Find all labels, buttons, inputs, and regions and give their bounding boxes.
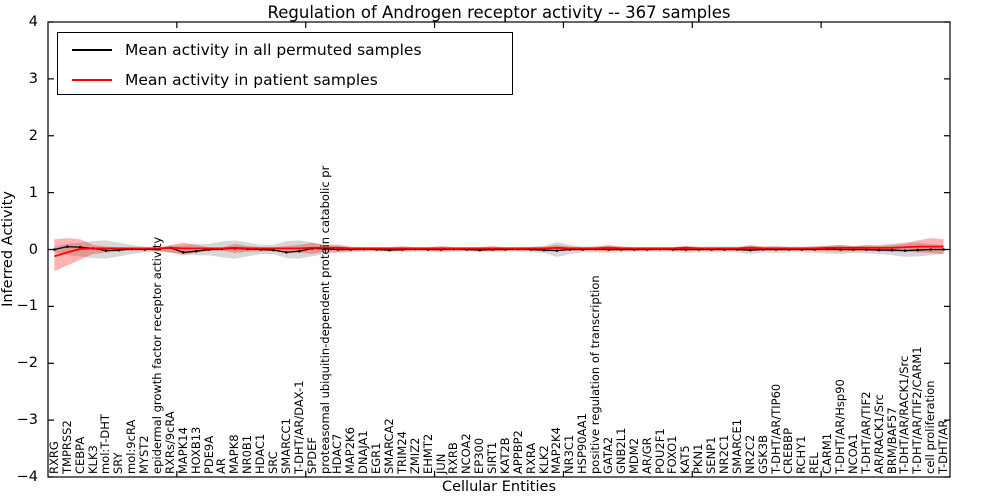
y-tick-label: 1 bbox=[28, 184, 38, 201]
permuted-mean-marker bbox=[916, 248, 920, 252]
y-tick-labels: 4 3 2 1 0 −1 −2 −3 −4 bbox=[0, 0, 44, 500]
x-axis-label: Cellular Entities bbox=[441, 479, 557, 495]
permuted-mean-marker bbox=[272, 248, 275, 252]
permuted-mean-marker bbox=[903, 249, 907, 252]
permuted-mean-marker bbox=[297, 249, 301, 253]
permuted-mean-marker bbox=[285, 251, 288, 254]
y-tick-label: −1 bbox=[16, 298, 38, 315]
legend-item-permuted: Mean activity in all permuted samples bbox=[58, 40, 422, 60]
permuted-mean-marker bbox=[182, 251, 185, 254]
legend-item-patient: Mean activity in patient samples bbox=[58, 70, 378, 90]
chart-title: Regulation of Androgen receptor activity… bbox=[267, 3, 731, 22]
permuted-mean-marker bbox=[66, 245, 69, 248]
legend-label: Mean activity in patient samples bbox=[125, 71, 378, 89]
y-tick-label: −2 bbox=[16, 355, 38, 372]
permuted-mean-marker bbox=[839, 248, 842, 251]
permuted-mean-marker bbox=[388, 248, 391, 252]
permuted-mean-marker bbox=[852, 248, 855, 251]
permuted-mean-marker bbox=[542, 248, 546, 252]
patient-mean-line bbox=[54, 245, 944, 258]
patient-range-band bbox=[54, 238, 944, 272]
permuted-mean-marker bbox=[877, 248, 881, 252]
y-tick-label: 0 bbox=[28, 241, 38, 258]
y-tick-label: 4 bbox=[28, 14, 38, 30]
permuted-mean-marker bbox=[104, 249, 108, 252]
patient-line-swatch bbox=[72, 79, 112, 81]
permuted-mean-marker bbox=[336, 248, 340, 251]
legend: Mean activity in all permuted samples Me… bbox=[57, 32, 513, 95]
y-tick-label: −3 bbox=[16, 412, 38, 429]
permuted-line-swatch bbox=[72, 49, 112, 51]
permuted-mean-line bbox=[54, 246, 944, 254]
permuted-mean-marker bbox=[890, 248, 894, 252]
permuted-mean-marker bbox=[684, 248, 688, 251]
permuted-mean-marker bbox=[478, 248, 481, 252]
permuted-mean-marker bbox=[78, 245, 82, 249]
permuted-mean-marker bbox=[864, 248, 868, 251]
y-tick-label: 2 bbox=[28, 127, 38, 144]
y-tick-label: −4 bbox=[16, 469, 38, 485]
permuted-mean-marker bbox=[748, 248, 752, 252]
permuted-mean-marker bbox=[117, 248, 121, 252]
permuted-mean-marker bbox=[929, 248, 932, 251]
permuted-mean-marker bbox=[942, 248, 945, 251]
permuted-mean-marker bbox=[607, 248, 610, 251]
legend-label: Mean activity in all permuted samples bbox=[125, 41, 422, 59]
y-tick-label: 3 bbox=[28, 70, 38, 87]
permuted-mean-marker bbox=[53, 248, 56, 251]
permuted-mean-marker bbox=[194, 249, 198, 253]
permuted-mean-marker bbox=[555, 249, 559, 252]
